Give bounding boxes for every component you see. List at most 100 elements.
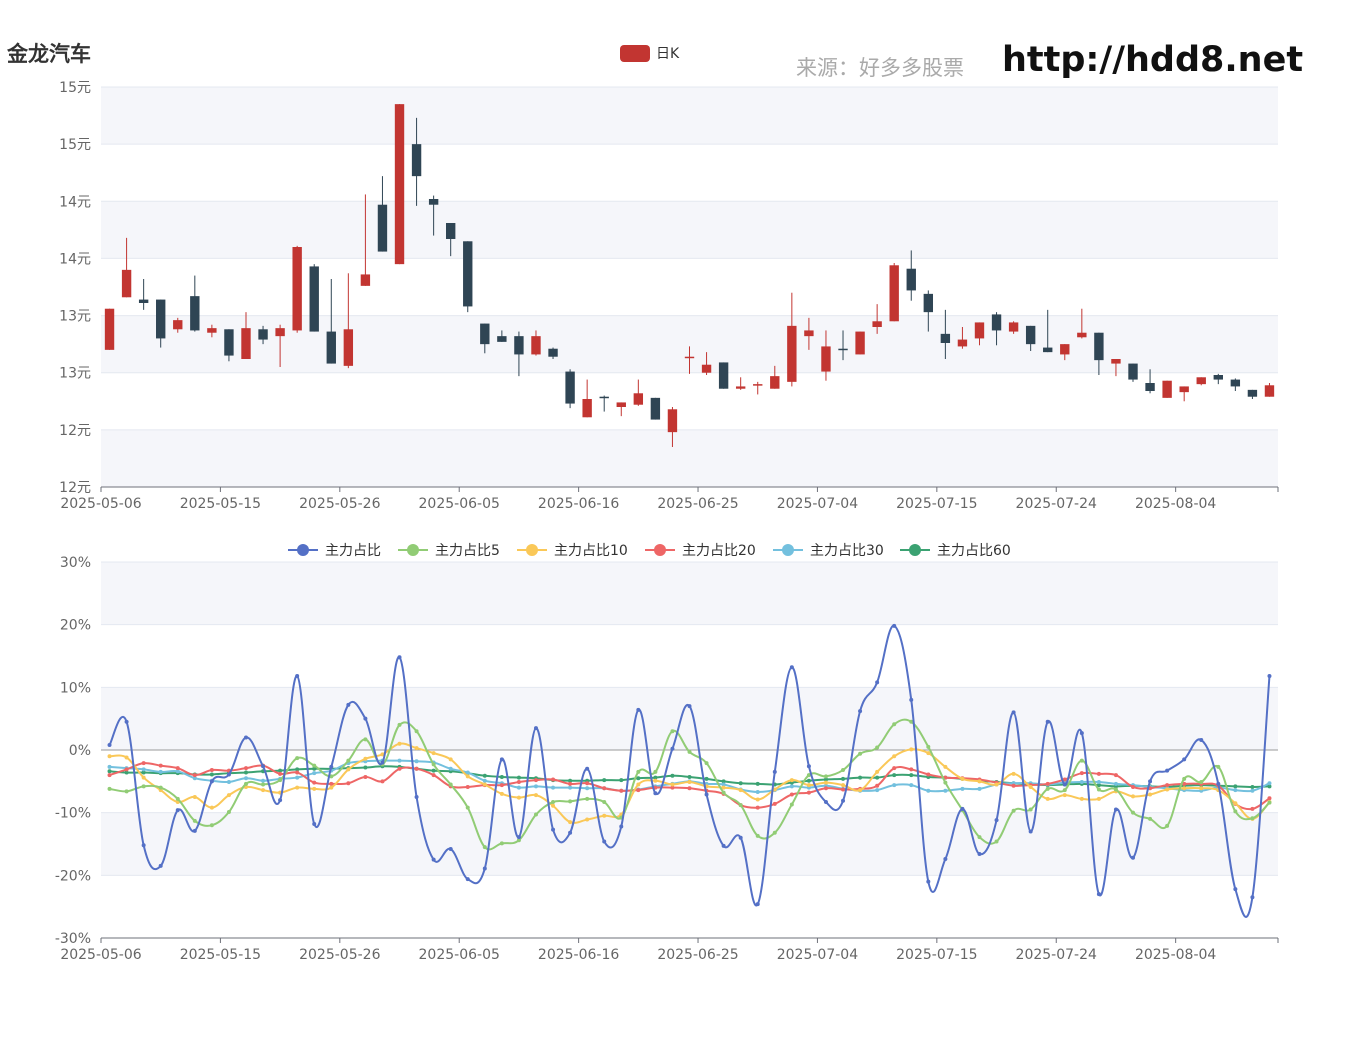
series-point [124,755,129,760]
series-point [738,803,743,808]
series-point [551,777,556,782]
series-point [448,847,453,852]
kline-legend[interactable]: 日K [620,43,679,63]
series-point [823,800,828,805]
series-point [1165,823,1170,828]
series-point [533,778,538,783]
series-point [243,776,248,781]
series-point [909,697,914,702]
ratio-legend-label: 主力占比10 [554,543,628,559]
ratio-x-tick-label: 2025-06-16 [538,947,619,963]
series-point [585,766,590,771]
kline-x-tick-label: 2025-06-25 [657,496,738,512]
series-point [465,877,470,882]
series-point [192,773,197,778]
series-point [789,665,794,670]
series-point [1062,782,1067,787]
series-point [841,787,846,792]
candle-body [701,364,712,373]
ratio-legend-label: 主力占比20 [682,543,756,559]
candle-body [548,348,558,357]
series-point [124,789,129,794]
series-point [960,786,965,791]
candle-body [428,199,439,205]
candle-body [974,322,985,339]
series-point [841,776,846,781]
series-point [909,719,914,724]
series-point [175,808,180,813]
series-point [875,745,880,750]
series-point [806,783,811,788]
series-point [397,766,402,771]
candle-body [207,328,217,333]
series-point [636,782,641,787]
series-point [585,786,590,791]
series-point [1079,771,1084,776]
candle-body [1179,386,1189,393]
kline-y-tick-label: 13元 [59,309,91,325]
series-point [926,788,931,793]
ratio-band [101,687,1278,750]
series-point [1267,784,1272,789]
series-point [1250,788,1255,793]
candle-body [1025,325,1036,345]
series-point [823,780,828,785]
series-point [858,775,863,780]
series-point [1096,783,1101,788]
series-point [158,763,163,768]
series-point [806,773,811,778]
series-point [533,784,538,789]
series-point [721,843,726,848]
series-point [1165,783,1170,788]
series-point [312,821,317,826]
series-point [670,746,675,751]
candle-body [531,336,541,355]
series-point [278,778,283,783]
series-point [261,788,266,793]
ratio-x-tick-label: 2025-05-06 [60,947,141,963]
series-point [363,737,368,742]
ratio-x-tick-label: 2025-06-25 [657,947,738,963]
series-point [806,764,811,769]
series-point [482,782,487,787]
series-point [448,766,453,771]
series-point [329,764,334,769]
series-point [704,776,709,781]
series-point [1079,731,1084,736]
series-point [892,783,897,788]
series-point [841,783,846,788]
series-point [482,866,487,871]
series-point [602,786,607,791]
series-point [295,674,300,679]
kline-x-tick-label: 2025-05-15 [180,496,261,512]
series-point [551,803,556,808]
series-point [1233,784,1238,789]
series-point [772,787,777,792]
series-point [687,786,692,791]
series-point [397,655,402,660]
series-point [363,756,368,761]
series-point [858,751,863,756]
series-point [1216,764,1221,769]
candle-body [104,308,115,350]
site-url[interactable]: http://hdd8.net [1002,40,1304,80]
series-point [926,744,931,749]
series-point [295,785,300,790]
series-point [243,781,248,786]
series-point [1182,776,1187,781]
series-point [141,767,146,772]
ratio-x-tick-label: 2025-07-15 [896,947,977,963]
series-point [1267,800,1272,805]
series-point [107,742,112,747]
ratio-legend-marker [909,544,921,556]
candle-body [343,329,354,366]
series-point [721,779,726,784]
series-point [687,704,692,709]
ratio-band [101,562,1278,625]
series-point [1165,768,1170,773]
series-point [1011,710,1016,715]
series-point [875,788,880,793]
series-point [295,775,300,780]
series-point [516,775,521,780]
series-point [585,796,590,801]
